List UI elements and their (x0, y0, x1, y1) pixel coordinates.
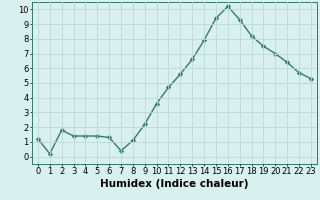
X-axis label: Humidex (Indice chaleur): Humidex (Indice chaleur) (100, 179, 249, 189)
